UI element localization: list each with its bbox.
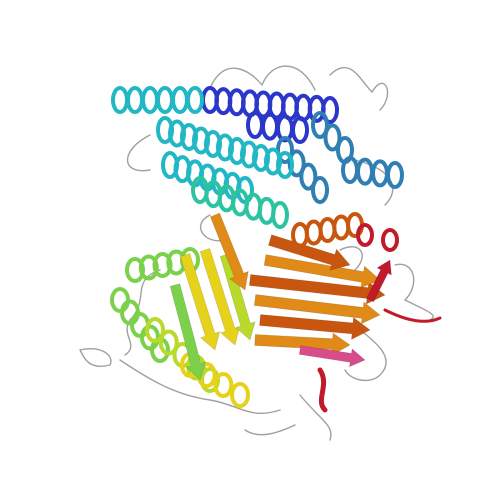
helix-steelblue-3-turn-3	[299, 162, 318, 191]
helix-steelblue-2-turn-4	[386, 161, 404, 189]
helix-teal-1-turn-7	[271, 201, 289, 229]
helix-steelblue-1-turn-1	[311, 111, 329, 139]
helix-steelblue-2	[341, 156, 404, 189]
helix-cyan-1-turn-4	[156, 86, 174, 114]
strand-magenta-1	[298, 345, 366, 368]
strand-orange-7	[209, 212, 249, 291]
strand-orange-3	[259, 314, 371, 341]
helix-cyan-1-turn-6	[186, 86, 204, 114]
helix-steelblue-3-turn-4	[311, 176, 329, 204]
coil-10	[344, 329, 387, 382]
helix-green-2-turn-2	[138, 254, 159, 281]
helix-steelblue-1-turn-2	[323, 123, 342, 152]
helix-lime-1-turn-2	[158, 329, 179, 356]
helix-blue-2-turn-2	[261, 112, 279, 141]
helix-blue-2	[246, 111, 309, 144]
helix-cyan-1	[111, 86, 204, 114]
helix-lime-1-turn-1	[145, 317, 165, 343]
coil-7	[79, 348, 112, 367]
helix-yellow-1-turn-3	[213, 372, 234, 398]
helix-green-2-turn-1	[125, 257, 145, 283]
coil-3	[126, 134, 151, 172]
helix-red-1-turn-1	[356, 223, 374, 247]
helix-blue-1-turn-10	[321, 96, 339, 124]
strand-orange-4	[263, 254, 381, 289]
strand-green-1	[169, 283, 207, 381]
coil-red-c-term	[317, 367, 328, 413]
helix-yellow-1-turn-4	[230, 382, 250, 408]
helix-cyan-1-turn-2	[126, 86, 144, 114]
coil-8	[119, 359, 281, 415]
helix-red-1	[356, 223, 399, 252]
coil-13	[244, 424, 296, 436]
helix-green-2-turn-3	[152, 252, 173, 278]
helix-steelblue-3	[276, 136, 329, 204]
coil-5	[199, 214, 226, 242]
helix-cyan-2-turn-11	[276, 151, 294, 179]
helix-cyan-1-turn-1	[111, 86, 129, 114]
coil-6	[124, 269, 161, 356]
helix-cyan-2	[156, 116, 294, 179]
helix-orange-1	[291, 212, 364, 248]
helix-red-1-turn-2	[381, 228, 399, 252]
helix-teal-1	[191, 176, 289, 229]
helix-blue-2-turn-1	[246, 111, 264, 139]
helix-cyan-1-turn-3	[141, 86, 159, 114]
coil-11	[394, 263, 434, 321]
coil-9	[299, 394, 332, 441]
helix-steelblue-3-turn-2	[287, 149, 306, 178]
helix-blue-2-turn-4	[291, 116, 309, 144]
helix-green-1-turn-1	[110, 287, 130, 313]
strand-yellow-1	[179, 252, 221, 351]
strand-orange-5	[267, 234, 351, 271]
coil-1	[209, 65, 316, 91]
coil-12	[339, 246, 363, 271]
coil-red-tail	[383, 308, 442, 323]
strand-red-1	[365, 259, 392, 303]
helix-cyan-1-turn-5	[171, 86, 189, 114]
coil-2	[329, 66, 389, 111]
strand-yellow-2	[199, 247, 241, 346]
strand-orange-2	[253, 294, 381, 325]
